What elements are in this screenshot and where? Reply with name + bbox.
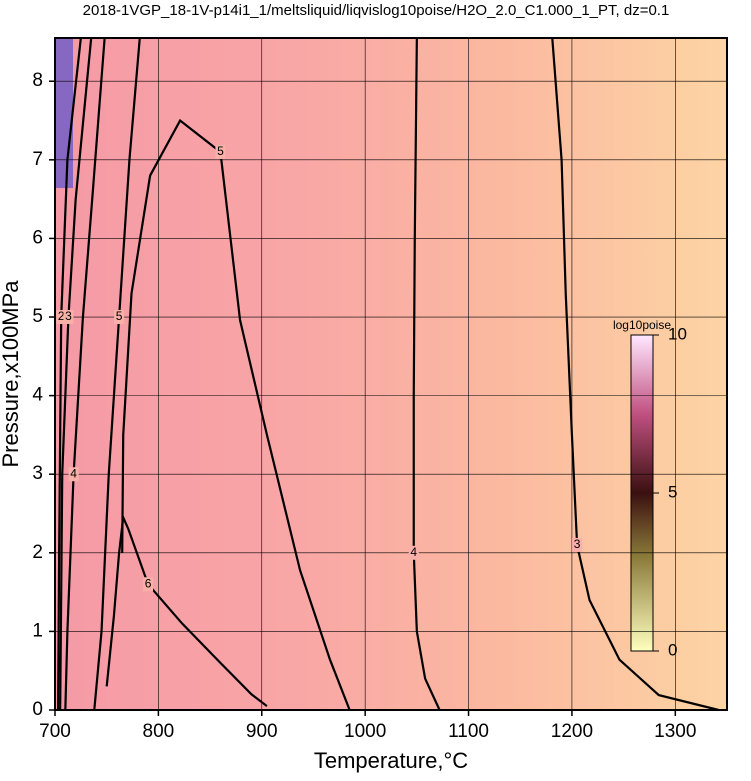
- y-axis-label: Pressure,x100MPa: [0, 280, 23, 468]
- contour-label-bg: [63, 310, 74, 325]
- colorbar-tick-label: 5: [668, 482, 677, 501]
- y-tick-label: 0: [32, 699, 43, 720]
- x-tick-label: 1100: [448, 721, 489, 742]
- x-tick-label: 900: [246, 721, 278, 742]
- y-tick-label: 7: [32, 149, 43, 170]
- contour-line: [93, 37, 141, 711]
- x-axis-label: Temperature,°C: [314, 748, 468, 773]
- y-tick-label: 4: [32, 385, 43, 406]
- contour-label: 4: [70, 466, 77, 480]
- y-tick-label: 3: [32, 463, 43, 484]
- colorbar-tick-label: 0: [668, 640, 677, 659]
- contour-label-bg: [215, 144, 226, 159]
- x-tick-label: 1300: [654, 721, 696, 742]
- contour-label: 2: [58, 309, 65, 323]
- contour-label-bg: [68, 467, 79, 482]
- y-tick-label: 6: [32, 227, 43, 248]
- plot-background: [55, 38, 727, 710]
- contour-line: [59, 37, 93, 711]
- x-tick-label: 700: [39, 721, 71, 742]
- contour-label-bg: [114, 310, 125, 325]
- y-tick-label: 5: [32, 306, 43, 327]
- contour-label-bg: [572, 537, 583, 552]
- contour-label: 4: [410, 545, 417, 559]
- contour-label-bg: [408, 545, 419, 560]
- contour-label: 3: [65, 309, 72, 323]
- x-tick-label: 1000: [344, 721, 386, 742]
- y-tick-label: 1: [32, 620, 43, 641]
- contour-line: [105, 513, 268, 707]
- colorbar: [630, 334, 654, 652]
- edge-region: [55, 38, 73, 188]
- y-tick-label: 2: [32, 542, 43, 563]
- contour-label-bg: [143, 577, 154, 592]
- chart-title: 2018-1VGP_18-1V-p14i1_1/meltsliquid/liqv…: [83, 2, 670, 19]
- contour-label-bg: [56, 310, 67, 325]
- contour-label: 5: [116, 309, 123, 323]
- x-tick-label: 1200: [551, 721, 593, 742]
- contour-label: 5: [217, 144, 224, 158]
- contour-label: 6: [145, 576, 152, 590]
- contour-label: 3: [574, 537, 581, 551]
- colorbar-tick-label: 10: [668, 324, 687, 343]
- x-tick-label: 800: [143, 721, 175, 742]
- colorbar-label: log10poise: [613, 318, 671, 332]
- y-tick-label: 8: [32, 70, 43, 91]
